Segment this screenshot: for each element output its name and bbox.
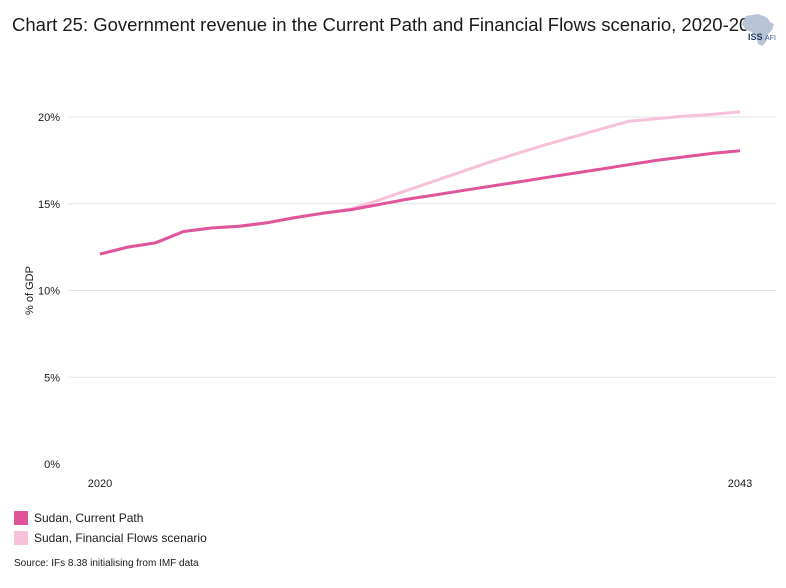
series-line-financial-flows	[99, 110, 741, 256]
legend-label-financial-flows: Sudan, Financial Flows scenario	[34, 531, 207, 545]
grid-lines	[68, 116, 776, 378]
series-line-current-path	[99, 149, 741, 256]
y-axis-label: % of GDP	[24, 266, 36, 315]
legend-item-financial-flows: Sudan, Financial Flows scenario	[14, 528, 207, 548]
source-note: Source: IFs 8.38 initialising from IMF d…	[14, 558, 199, 569]
y-tick-label: 15%	[38, 199, 60, 211]
legend-label-current-path: Sudan, Current Path	[34, 511, 144, 525]
logo-suffix: AFI	[765, 35, 776, 42]
legend-swatch-financial-flows	[14, 531, 28, 545]
legend: Sudan, Current Path Sudan, Financial Flo…	[14, 508, 207, 548]
y-tick-label: 0%	[44, 459, 60, 471]
line-chart: 0% 5% 10% 15% 20% 2020 2043 % of GDP	[24, 110, 776, 490]
series-lines	[99, 110, 741, 256]
y-tick-label: 5%	[44, 372, 60, 384]
y-tick-label: 10%	[38, 286, 60, 298]
x-tick-label: 2020	[88, 478, 112, 490]
legend-item-current-path: Sudan, Current Path	[14, 508, 207, 528]
chart-title: Chart 25: Government revenue in the Curr…	[12, 14, 770, 35]
x-axis-ticks: 2020 2043	[88, 478, 752, 490]
africa-map-icon	[742, 14, 774, 46]
x-tick-label: 2043	[728, 478, 752, 490]
y-axis-ticks: 0% 5% 10% 15% 20%	[38, 112, 60, 471]
logo-text: ISS	[748, 32, 763, 42]
legend-swatch-current-path	[14, 511, 28, 525]
y-tick-label: 20%	[38, 112, 60, 124]
